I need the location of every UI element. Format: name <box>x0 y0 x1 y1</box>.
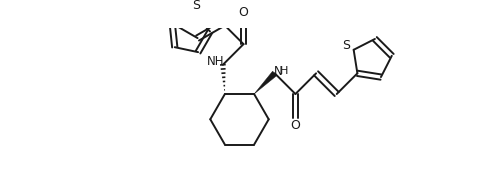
Text: H: H <box>280 66 288 76</box>
Text: S: S <box>342 39 350 52</box>
Text: NH: NH <box>207 55 224 68</box>
Text: O: O <box>239 6 249 19</box>
Text: S: S <box>192 0 200 11</box>
Text: N: N <box>274 65 283 78</box>
Text: O: O <box>290 119 300 132</box>
Polygon shape <box>254 71 277 94</box>
